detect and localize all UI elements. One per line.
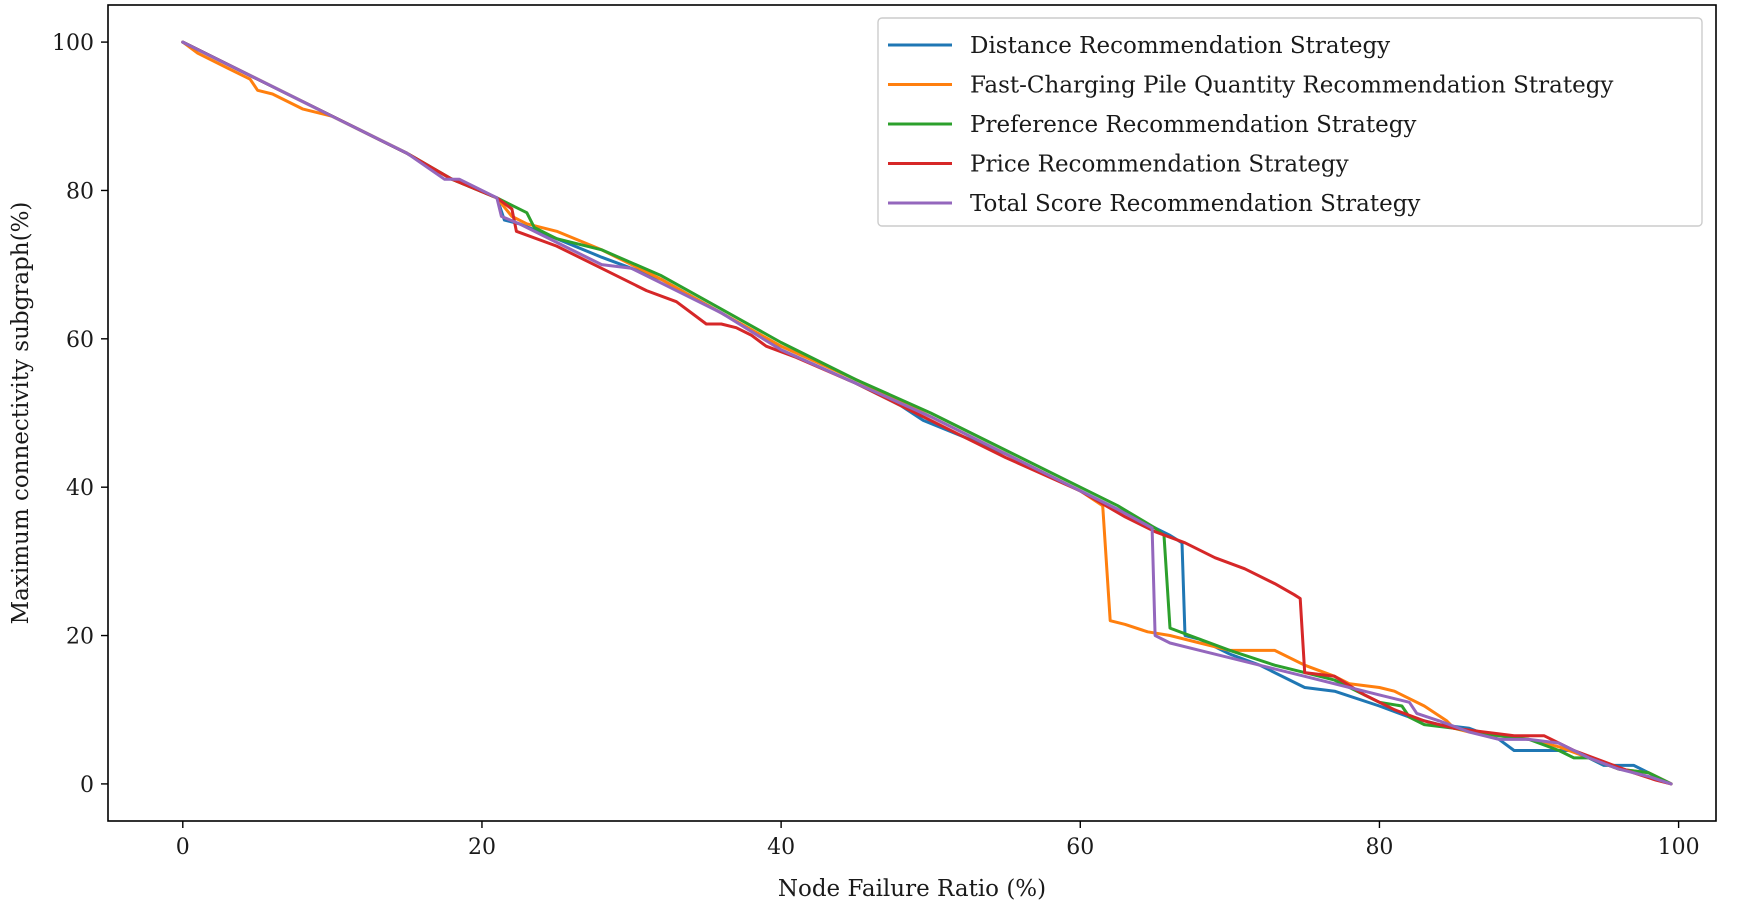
legend-box <box>877 17 1703 227</box>
legend: Distance Recommendation Strategy Fast-Cha… <box>877 17 1703 227</box>
plot-frame <box>107 4 1717 822</box>
x-tick-label: 80 <box>1365 835 1393 860</box>
x-axis-ticks: 0 20 40 60 80 100 <box>176 821 1700 860</box>
x-axis-label: Node Failure Ratio (%) <box>778 876 1046 902</box>
x-tick-label: 60 <box>1066 835 1094 860</box>
legend-label: Price Recommendation Strategy <box>970 152 1349 178</box>
y-tick-label: 100 <box>52 31 94 56</box>
x-tick-label: 20 <box>468 835 496 860</box>
y-tick-label: 80 <box>66 179 94 204</box>
x-tick-label: 0 <box>176 835 190 860</box>
x-tick-label: 100 <box>1658 835 1700 860</box>
legend-entries: Distance Recommendation Strategy Fast-Cha… <box>888 33 1613 217</box>
y-tick-label: 40 <box>66 476 94 501</box>
legend-label: Distance Recommendation Strategy <box>970 33 1390 59</box>
legend-label: Preference Recommendation Strategy <box>970 112 1416 138</box>
y-tick-label: 0 <box>80 773 94 798</box>
legend-label: Total Score Recommendation Strategy <box>970 191 1420 217</box>
y-axis-label: Maximum connectivity subgraph(%) <box>8 202 34 625</box>
series-line-5 <box>181 40 1673 786</box>
series-line-3 <box>181 40 1673 786</box>
y-axis-ticks: 0 20 40 60 80 100 <box>52 31 108 798</box>
legend-label: Fast-Charging Pile Quantity Recommendati… <box>970 73 1613 99</box>
x-tick-label: 40 <box>767 835 795 860</box>
y-tick-label: 60 <box>66 328 94 353</box>
y-tick-label: 20 <box>66 625 94 650</box>
series-lines <box>181 40 1673 786</box>
